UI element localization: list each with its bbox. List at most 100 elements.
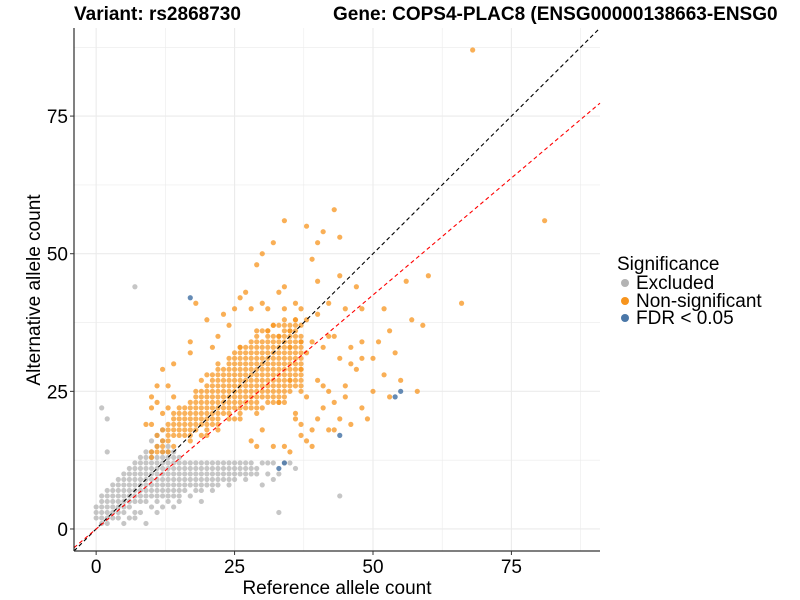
point-non-significant — [215, 372, 221, 378]
point-non-significant — [287, 355, 293, 361]
point-excluded — [220, 465, 227, 472]
point-non-significant — [204, 372, 210, 378]
point-excluded — [165, 476, 171, 483]
point-non-significant — [254, 333, 260, 339]
point-non-significant — [182, 432, 188, 438]
legend-swatch-non-significant — [621, 297, 629, 305]
point-excluded — [209, 460, 216, 466]
point-non-significant — [165, 432, 171, 438]
point-excluded — [248, 471, 254, 477]
point-non-significant — [287, 322, 293, 328]
point-excluded — [148, 438, 155, 444]
point-excluded — [248, 465, 254, 472]
point-non-significant — [276, 399, 282, 405]
point-non-significant — [231, 405, 238, 411]
point-excluded — [99, 504, 105, 510]
point-fdr-significant — [276, 465, 282, 472]
point-non-significant — [209, 405, 216, 411]
point-non-significant — [215, 361, 221, 367]
point-non-significant — [248, 339, 254, 345]
point-excluded — [182, 471, 188, 477]
point-non-significant — [154, 399, 160, 405]
point-non-significant — [276, 322, 282, 328]
point-excluded — [237, 465, 243, 472]
point-excluded — [165, 487, 171, 494]
point-excluded — [121, 487, 127, 494]
point-excluded — [176, 487, 182, 494]
point-non-significant — [292, 366, 299, 372]
point-non-significant — [198, 399, 204, 405]
point-non-significant — [292, 416, 299, 422]
point-excluded — [159, 476, 166, 483]
point-excluded — [182, 465, 188, 472]
point-non-significant — [303, 394, 310, 400]
point-excluded — [165, 460, 171, 466]
point-non-significant — [265, 366, 271, 372]
point-non-significant — [148, 394, 155, 400]
point-excluded — [137, 471, 144, 477]
point-non-significant — [392, 350, 398, 356]
points-layer — [93, 47, 548, 527]
point-non-significant — [148, 405, 155, 411]
point-non-significant — [276, 355, 282, 361]
point-fdr-significant — [187, 295, 193, 301]
point-non-significant — [292, 361, 299, 367]
point-non-significant — [359, 339, 365, 345]
point-non-significant — [226, 388, 232, 394]
point-excluded — [187, 493, 193, 499]
point-excluded — [165, 498, 171, 505]
point-non-significant — [187, 399, 193, 405]
point-non-significant — [165, 449, 171, 455]
point-excluded — [187, 460, 193, 466]
point-excluded — [99, 515, 105, 521]
point-non-significant — [276, 383, 282, 389]
point-excluded — [226, 471, 232, 477]
point-excluded — [209, 482, 216, 488]
point-non-significant — [237, 372, 243, 378]
point-excluded — [159, 482, 166, 488]
point-non-significant — [243, 372, 249, 378]
point-excluded — [115, 515, 121, 521]
point-excluded — [198, 487, 204, 494]
point-non-significant — [287, 366, 293, 372]
point-excluded — [115, 493, 121, 499]
point-non-significant — [198, 416, 204, 422]
point-non-significant — [287, 361, 293, 367]
point-non-significant — [270, 388, 276, 394]
point-excluded — [104, 504, 110, 510]
point-excluded — [176, 460, 182, 466]
point-excluded — [121, 471, 127, 477]
legend-swatch-fdr — [621, 314, 629, 322]
point-excluded — [176, 493, 182, 499]
point-excluded — [187, 476, 193, 483]
point-non-significant — [243, 405, 249, 411]
point-non-significant — [298, 339, 304, 345]
point-excluded — [226, 476, 232, 483]
point-non-significant — [337, 234, 343, 240]
point-excluded — [110, 504, 116, 510]
point-excluded — [154, 493, 160, 499]
point-excluded — [154, 471, 160, 477]
point-excluded — [182, 482, 188, 488]
point-fdr-significant — [398, 388, 404, 394]
point-non-significant — [270, 240, 276, 246]
point-non-significant — [243, 383, 249, 389]
point-non-significant — [176, 416, 182, 422]
point-non-significant — [259, 427, 265, 433]
point-excluded — [132, 471, 138, 477]
point-non-significant — [309, 427, 315, 433]
point-non-significant — [298, 372, 304, 378]
point-excluded — [132, 509, 138, 516]
point-excluded — [215, 471, 221, 477]
point-non-significant — [220, 372, 227, 378]
point-non-significant — [270, 399, 276, 405]
point-excluded — [209, 465, 216, 472]
point-non-significant — [237, 377, 243, 383]
point-non-significant — [254, 344, 260, 350]
point-non-significant — [298, 333, 304, 339]
point-excluded — [265, 460, 271, 466]
point-non-significant — [353, 366, 359, 372]
point-non-significant — [237, 355, 243, 361]
point-non-significant — [204, 410, 210, 416]
